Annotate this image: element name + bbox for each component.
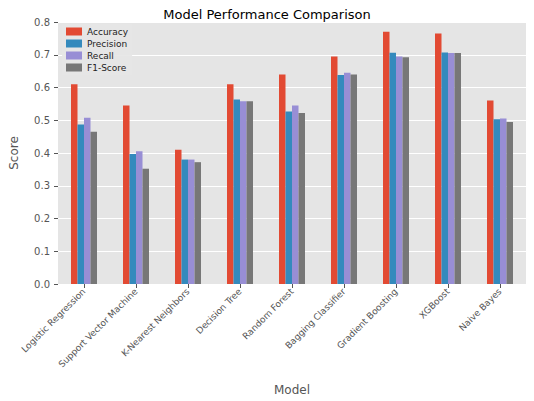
svg-text:Support Vector Machine: Support Vector Machine: [56, 286, 140, 370]
svg-text:K-Nearest Neighbors: K-Nearest Neighbors: [120, 286, 192, 358]
svg-text:Random Forest: Random Forest: [241, 286, 296, 341]
svg-text:F1-Score: F1-Score: [87, 63, 127, 73]
svg-text:Gradient Boosting: Gradient Boosting: [335, 286, 400, 351]
svg-text:Naive Bayes: Naive Bayes: [457, 286, 504, 333]
svg-text:0.0: 0.0: [34, 279, 50, 290]
svg-text:Model Performance Comparison: Model Performance Comparison: [163, 7, 371, 22]
svg-text:Recall: Recall: [87, 51, 114, 61]
svg-text:0.1: 0.1: [34, 246, 50, 257]
svg-text:0.4: 0.4: [34, 148, 50, 159]
svg-text:Logistic Regression: Logistic Regression: [19, 286, 88, 355]
svg-text:0.3: 0.3: [34, 180, 50, 191]
svg-text:0.5: 0.5: [34, 115, 50, 126]
svg-text:Precision: Precision: [87, 39, 127, 49]
svg-text:0.2: 0.2: [34, 213, 50, 224]
svg-text:Bagging Classifier: Bagging Classifier: [283, 286, 348, 351]
svg-text:0.6: 0.6: [34, 82, 50, 93]
svg-text:Decision Tree: Decision Tree: [194, 286, 244, 336]
svg-text:Model: Model: [274, 383, 310, 397]
svg-text:0.8: 0.8: [34, 17, 50, 28]
svg-text:Score: Score: [7, 136, 21, 170]
svg-text:0.7: 0.7: [34, 49, 50, 60]
svg-text:XGBoost: XGBoost: [417, 286, 452, 321]
svg-text:Accuracy: Accuracy: [87, 27, 129, 37]
